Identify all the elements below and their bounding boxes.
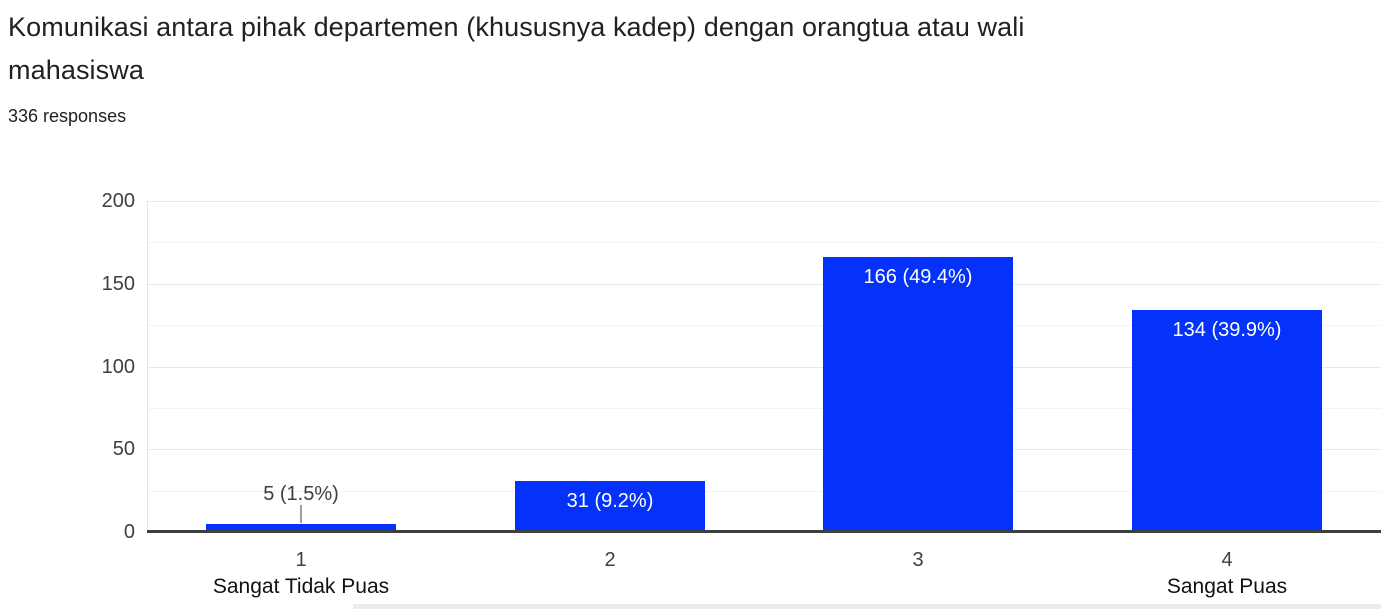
minor-gridline (147, 491, 1381, 492)
bar-value-label: 166 (49.4%) (863, 266, 973, 288)
x-axis-tick-label: 2 (604, 549, 616, 571)
y-axis-tick-label: 200 (101, 190, 135, 212)
bar-category-3[interactable] (823, 257, 1013, 532)
x-axis-line (147, 530, 1381, 533)
bar-category-1[interactable] (206, 524, 396, 532)
bottom-divider (353, 604, 1381, 609)
major-gridline (147, 284, 1381, 285)
bar-category-2[interactable] (515, 481, 705, 532)
minor-gridline (147, 325, 1381, 326)
bar-value-label: 5 (1.5%) (263, 483, 339, 505)
bar-category-4[interactable] (1132, 310, 1322, 532)
bar-value-label: 31 (9.2%) (566, 490, 654, 512)
x-axis-sublabel: Sangat Puas (1166, 575, 1288, 598)
y-axis-tick-label: 50 (112, 438, 135, 460)
response-count: 336 responses (8, 106, 127, 126)
value-label-connector-line (300, 505, 302, 523)
major-gridline (147, 201, 1381, 202)
y-axis-tick-label: 0 (123, 521, 135, 543)
bar-value-label: 134 (39.9%) (1172, 319, 1282, 341)
y-axis-tick-label: 100 (101, 356, 135, 378)
major-gridline (147, 367, 1381, 368)
major-gridline (147, 449, 1381, 450)
x-axis-sublabel: Sangat Tidak Puas (212, 575, 390, 598)
minor-gridline (147, 242, 1381, 243)
x-axis-tick-label: 3 (912, 549, 924, 571)
question-title: Komunikasi antara pihak departemen (khus… (8, 12, 1025, 85)
x-axis-tick-label: 1 (295, 549, 307, 571)
y-axis-tick-label: 150 (101, 273, 135, 295)
y-axis-line (147, 201, 148, 532)
minor-gridline (147, 408, 1381, 409)
x-axis-tick-label: 4 (1221, 549, 1233, 571)
